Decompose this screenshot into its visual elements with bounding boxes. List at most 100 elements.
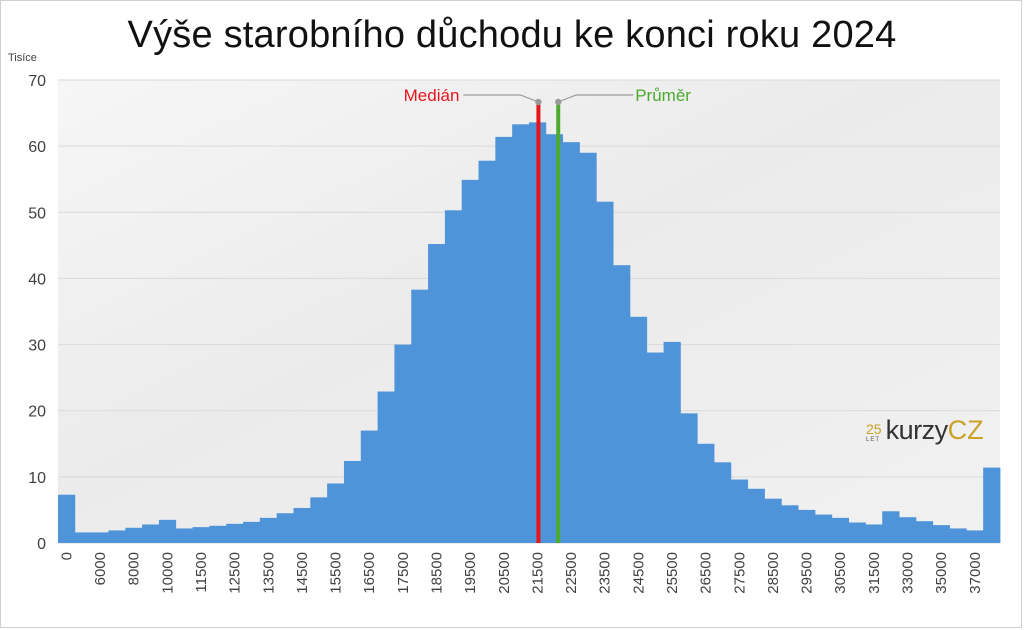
y-tick-label: 30 (28, 338, 46, 355)
leader-line (558, 94, 634, 103)
x-tick-label: 14500 (294, 552, 311, 594)
histogram-bar (209, 525, 227, 543)
x-tick-label: 31500 (866, 552, 883, 594)
histogram-bar (579, 152, 597, 543)
histogram-bar (613, 265, 631, 543)
x-tick-label: 26500 (698, 552, 715, 594)
histogram-bar (478, 160, 496, 544)
histogram-bar (798, 509, 816, 543)
y-axis-ticks: 0 10 20 30 40 50 60 70 (28, 73, 46, 553)
histogram-bar (91, 532, 109, 543)
histogram-bar (882, 511, 900, 543)
x-tick-label: 0 (58, 552, 75, 560)
chart-title: Výše starobního důchodu ke konci roku 20… (127, 14, 897, 56)
x-tick-label: 13500 (260, 552, 277, 594)
histogram-bar (915, 521, 934, 543)
histogram-bar (663, 341, 681, 543)
anniversary-number: 25 (866, 421, 882, 437)
histogram-bar (714, 462, 732, 543)
histogram-bar (74, 532, 93, 543)
histogram-bar (730, 479, 749, 543)
x-tick-label: 17500 (395, 552, 412, 594)
histogram-bar (949, 528, 967, 543)
histogram-bar (428, 244, 446, 543)
x-tick-label: 19500 (462, 552, 479, 594)
x-tick-label: 27500 (731, 552, 748, 594)
x-tick-label: 10000 (159, 552, 176, 594)
histogram-bar (764, 498, 782, 543)
histogram-bar (983, 467, 1001, 543)
x-tick-label: 28500 (765, 552, 782, 594)
x-tick-label: 12500 (227, 552, 244, 594)
reference-label: Průměr (635, 86, 691, 105)
x-tick-label: 21500 (529, 552, 546, 594)
histogram-bar (310, 497, 328, 543)
x-tick-label: 6000 (92, 552, 109, 585)
histogram-bar (411, 289, 429, 543)
y-axis-unit-label: Tisíce (8, 52, 37, 64)
x-tick-label: 16500 (361, 552, 378, 594)
histogram-bar (831, 517, 850, 543)
x-tick-label: 25500 (664, 552, 681, 594)
y-tick-label: 0 (37, 536, 46, 553)
x-tick-label: 24500 (630, 552, 647, 594)
histogram-bar (899, 517, 917, 543)
y-tick-label: 70 (28, 73, 46, 90)
histogram-bar (814, 514, 833, 543)
histogram-bar (680, 413, 698, 543)
histogram-bar (293, 507, 311, 543)
x-tick-label: 8000 (126, 552, 143, 585)
histogram-bar (377, 391, 395, 543)
histogram-bar (747, 488, 765, 543)
histogram-bar (781, 505, 799, 543)
histogram-bar (175, 528, 193, 543)
anniversary-badge: 25 LET (866, 422, 882, 444)
histogram-bar (394, 344, 412, 543)
histogram-bar (125, 527, 143, 543)
logo-suffix: CZ (947, 415, 984, 445)
x-tick-label: 18500 (428, 552, 445, 594)
histogram-bar (848, 522, 866, 543)
histogram-bar (259, 517, 278, 543)
histogram-bar (966, 530, 984, 543)
histogram-bar (596, 201, 614, 543)
histogram-bar (865, 524, 883, 543)
logo-word: kurzy (885, 415, 949, 445)
y-tick-label: 20 (28, 404, 46, 421)
anniversary-label: LET (866, 437, 881, 443)
x-axis-ticks: 0 6000 8000 10000 11500 12500 13500 14500 15500 1… (58, 552, 983, 594)
histogram-bar (192, 527, 210, 543)
histogram-bar (142, 524, 160, 543)
histogram-bars (58, 122, 1001, 544)
leader-line (463, 94, 539, 103)
histogram-bar (158, 519, 177, 543)
x-tick-label: 29500 (799, 552, 816, 594)
histogram-bar (932, 525, 950, 543)
x-tick-label: 15500 (328, 552, 345, 594)
y-tick-label: 60 (28, 139, 46, 156)
histogram-bar (697, 443, 715, 543)
reference-label: Medián (404, 86, 460, 105)
x-tick-label: 22500 (563, 552, 580, 594)
x-tick-label: 33000 (899, 552, 916, 594)
histogram-bar (327, 483, 345, 543)
histogram-bar (512, 124, 530, 544)
x-tick-label: 11500 (193, 552, 210, 593)
histogram-bar (495, 136, 513, 543)
x-tick-label: 23500 (597, 552, 614, 594)
kurzy-logo: 25 LET kurzy CZ (866, 414, 984, 444)
histogram-bar (444, 210, 463, 543)
x-tick-label: 37000 (967, 552, 984, 594)
histogram-bar (461, 179, 479, 543)
y-tick-label: 40 (28, 271, 46, 288)
x-tick-label: 30500 (832, 552, 849, 594)
histogram-bar (243, 521, 261, 543)
histogram-bar (562, 142, 580, 543)
histogram-bar (108, 530, 126, 543)
y-tick-label: 50 (28, 205, 46, 222)
x-tick-label: 20500 (496, 552, 513, 594)
histogram-bar (545, 134, 564, 544)
histogram-bar (58, 494, 76, 543)
